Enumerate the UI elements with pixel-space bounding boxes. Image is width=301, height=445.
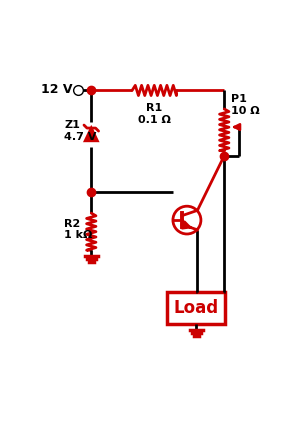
Text: Load: Load — [174, 299, 219, 317]
Text: Z1
4.7 V: Z1 4.7 V — [64, 120, 97, 142]
Text: R2
1 kΩ: R2 1 kΩ — [64, 218, 93, 240]
Text: R1
0.1 Ω: R1 0.1 Ω — [138, 103, 171, 125]
Polygon shape — [85, 128, 97, 141]
Text: 12 V: 12 V — [41, 83, 73, 96]
Text: P1
10 Ω: P1 10 Ω — [231, 94, 259, 116]
